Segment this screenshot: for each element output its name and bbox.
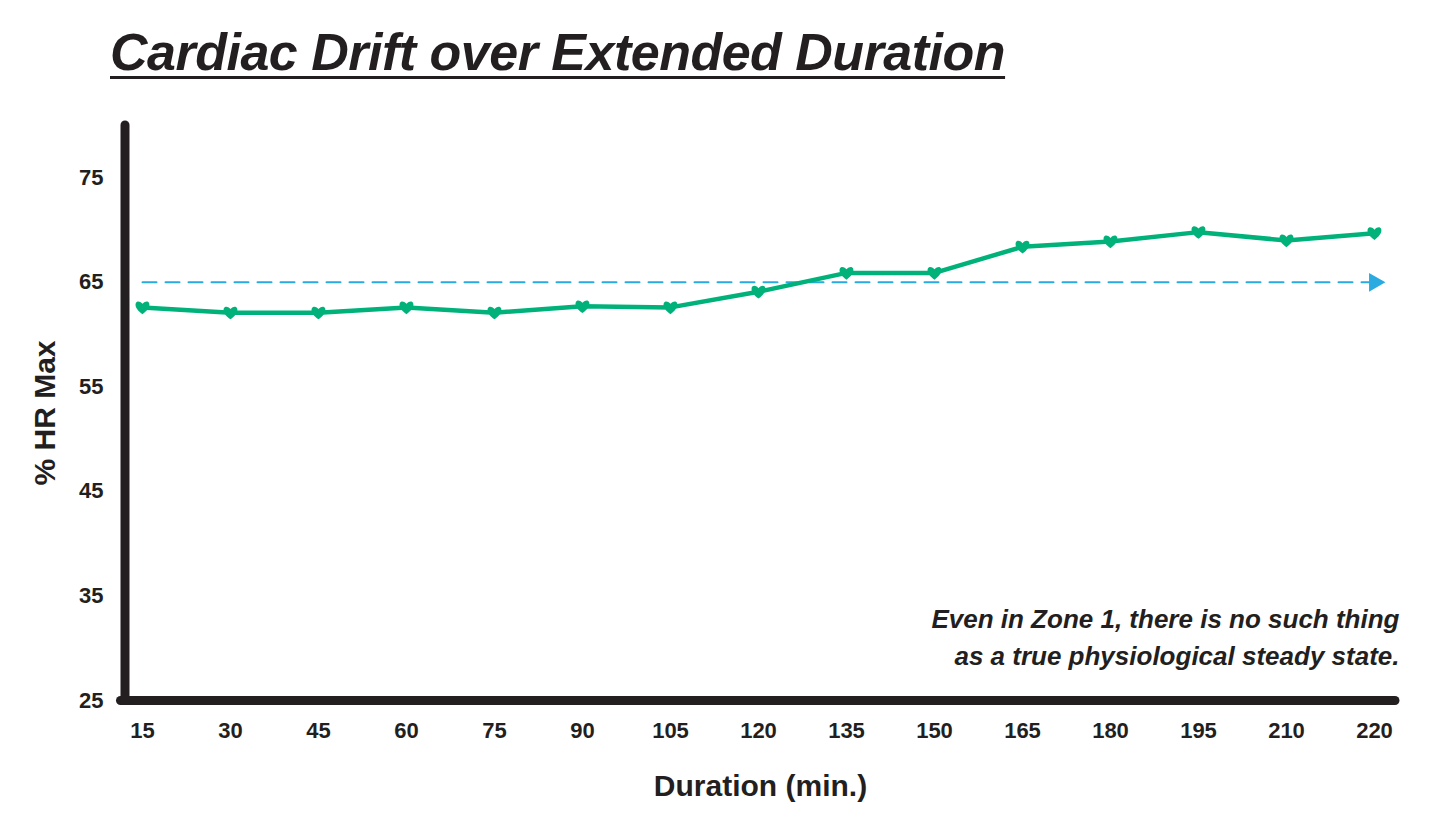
svg-text:Duration (min.): Duration (min.) (654, 769, 867, 802)
svg-text:150: 150 (916, 718, 953, 743)
svg-text:180: 180 (1092, 718, 1129, 743)
svg-text:45: 45 (79, 478, 103, 503)
svg-text:165: 165 (1004, 718, 1041, 743)
svg-text:135: 135 (828, 718, 865, 743)
svg-text:55: 55 (79, 374, 103, 399)
svg-text:% HR Max: % HR Max (28, 340, 61, 485)
svg-text:210: 210 (1268, 718, 1305, 743)
svg-text:Even in Zone 1, there is no su: Even in Zone 1, there is no such thingas… (931, 604, 1399, 670)
svg-text:75: 75 (79, 165, 103, 190)
svg-text:15: 15 (130, 718, 154, 743)
svg-text:25: 25 (79, 688, 103, 713)
svg-text:220: 220 (1356, 718, 1393, 743)
svg-text:35: 35 (79, 583, 103, 608)
svg-text:195: 195 (1180, 718, 1217, 743)
html-text:Cardiac Drift over Extended Du: Cardiac Drift over Extended Duration (110, 23, 1006, 81)
svg-text:45: 45 (306, 718, 330, 743)
svg-text:75: 75 (482, 718, 506, 743)
svg-text:60: 60 (394, 718, 418, 743)
svg-text:90: 90 (570, 718, 594, 743)
svg-text:65: 65 (79, 269, 103, 294)
svg-text:105: 105 (652, 718, 689, 743)
svg-text:120: 120 (740, 718, 777, 743)
svg-text:30: 30 (218, 718, 242, 743)
